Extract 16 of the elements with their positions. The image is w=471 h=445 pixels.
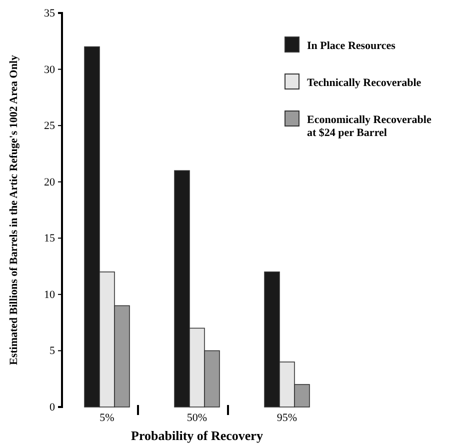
x-tick-label: 50% — [186, 412, 208, 424]
legend-label: Economically Recoverable at $24 per Barrel — [307, 114, 432, 139]
y-tick-label: 30 — [44, 64, 56, 76]
legend-label: Technically Recoverable — [307, 77, 422, 89]
legend-label: In Place Resources — [307, 40, 396, 52]
y-tick-label: 10 — [44, 288, 56, 301]
x-axis-title: Probability of Recovery — [131, 428, 264, 443]
y-tick-label: 25 — [44, 120, 56, 132]
y-tick-label: 0 — [50, 402, 56, 414]
y-tick-label: 20 — [44, 176, 56, 188]
x-tick-label: 5% — [100, 412, 114, 424]
y-tick-label: 35 — [44, 8, 56, 20]
y-tick-label: 5 — [50, 345, 56, 358]
y-tick-label: 15 — [44, 232, 56, 245]
x-tick-label: 95% — [276, 412, 298, 424]
y-axis-title: Estimated Billions of Barrels in the Artic Refuge's 1002 Area Only — [8, 54, 20, 366]
